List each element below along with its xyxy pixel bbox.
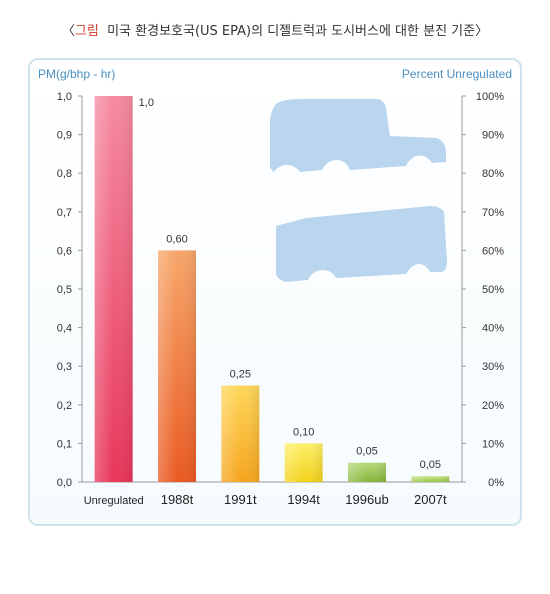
category-label: 2007t xyxy=(414,492,447,507)
y-ticks-left: 0,0 0,1 0,2 0,3 0,4 0,5 0,6 0,7 0,8 0,9 1,0 xyxy=(57,91,82,489)
bar-shine xyxy=(94,96,133,482)
y-tick-label-left: 0,7 xyxy=(57,207,72,219)
y-tick-label-left: 0,3 xyxy=(57,361,72,373)
truck-silhouette-icon xyxy=(270,99,446,172)
y-tick-label-left: 1,0 xyxy=(57,91,72,103)
category-label: 1988t xyxy=(161,492,194,507)
bar-shine xyxy=(348,462,386,482)
y-axis-label-right: Percent Unregulated xyxy=(402,67,512,81)
y-tick-label-right: 0% xyxy=(488,477,504,489)
bar-value-label: 0,10 xyxy=(293,426,314,438)
y-tick-label-left: 0,4 xyxy=(57,323,72,335)
bar-value-label: 0,25 xyxy=(230,369,251,381)
y-tick-label-left: 0,6 xyxy=(57,245,72,257)
bar-shine xyxy=(221,385,260,482)
bar-shine xyxy=(284,443,323,482)
figure-caption: 〈그림 미국 환경보호국(US EPA)의 디젤트럭과 도시버스에 대한 분진 … xyxy=(61,24,489,39)
category-label: 1994t xyxy=(287,492,320,507)
bus-silhouette-icon xyxy=(276,206,447,282)
y-tick-label-right: 80% xyxy=(482,168,504,180)
y-tick-label-right: 70% xyxy=(482,207,504,219)
y-tick-label-right: 40% xyxy=(482,323,504,335)
y-ticks-right: 0% 10% 20% 30% 40% 50% 60% 70% 80% 90% 100% xyxy=(462,91,504,489)
category-label: 1991t xyxy=(224,492,257,507)
y-tick-label-right: 100% xyxy=(476,91,504,103)
y-tick-label-left: 0,1 xyxy=(57,438,72,450)
bar-value-label: 0,05 xyxy=(420,459,441,471)
y-tick-label-left: 0,9 xyxy=(57,130,72,142)
y-tick-label-right: 50% xyxy=(482,284,504,296)
category-labels: Unregulated 1988t 1991t 1994t 1996ub 2007t xyxy=(84,492,447,507)
bar-value-label: 0,60 xyxy=(166,233,187,245)
bar-shine xyxy=(158,250,196,482)
bars xyxy=(94,96,450,482)
y-tick-label-right: 20% xyxy=(482,400,504,412)
figure-title: 미국 환경보호국(US EPA)의 디젤트럭과 도시버스에 대한 분진 기준 xyxy=(107,24,476,39)
y-axis-label-left: PM(g/bhp - hr) xyxy=(38,67,115,81)
y-tick-label-right: 10% xyxy=(482,438,504,450)
y-tick-label-right: 60% xyxy=(482,245,504,257)
y-tick-label-right: 30% xyxy=(482,361,504,373)
vehicle-silhouettes xyxy=(270,99,447,282)
bar-value-label: 1,0 xyxy=(139,97,154,109)
y-tick-label-left: 0,0 xyxy=(57,477,72,489)
y-tick-label-left: 0,8 xyxy=(57,168,72,180)
value-labels: 1,0 0,60 0,25 0,10 0,05 0,05 xyxy=(139,97,441,471)
bar-value-label: 0,05 xyxy=(356,446,377,458)
y-tick-label-right: 90% xyxy=(482,130,504,142)
category-label: Unregulated xyxy=(84,495,144,507)
bar-shine xyxy=(411,476,450,482)
figure-tag: 그림 xyxy=(74,24,99,39)
y-tick-label-left: 0,2 xyxy=(57,400,72,412)
category-label: 1996ub xyxy=(345,492,388,507)
y-tick-label-left: 0,5 xyxy=(57,284,72,296)
